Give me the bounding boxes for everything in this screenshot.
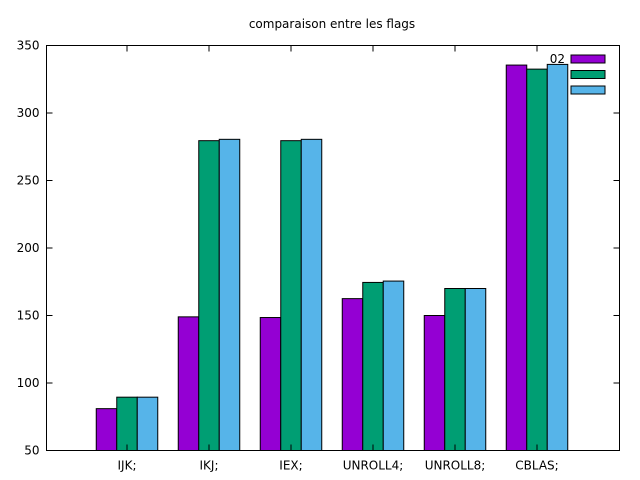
x-tick-label: UNROLL8; (425, 459, 486, 473)
legend-swatch-series-3 (570, 85, 606, 95)
x-tick-label: IKJ; (200, 459, 219, 473)
chart-title: comparaison entre les flags (249, 17, 415, 31)
y-tick-label: 250 (17, 174, 40, 188)
y-tick-label: 300 (17, 106, 40, 120)
bar-cblas-series-1 (505, 64, 528, 451)
y-tick-label: 350 (17, 39, 40, 53)
bar-unroll8-series-2 (444, 288, 466, 451)
bar-iex-series-3 (300, 138, 323, 451)
x-tick-label: IJK; (118, 459, 137, 473)
bar-unroll4-series-1 (341, 298, 364, 451)
bar-ijk-series-1 (95, 408, 118, 451)
legend-label-series-1: 02 (550, 52, 565, 66)
bar-ikj-series-1 (177, 316, 200, 451)
bar-ikj-series-3 (218, 138, 241, 451)
bar-ijk-series-2 (116, 396, 138, 451)
x-tick-label: CBLAS; (515, 459, 558, 473)
plot-frame (46, 45, 620, 451)
x-axis: IJK; IKJ; IEX; UNROLL4; UNROLL8; CBLAS; (118, 45, 559, 473)
bar-unroll4-series-2 (362, 281, 384, 451)
y-tick-label: 100 (17, 376, 40, 390)
x-tick-label: IEX; (279, 459, 302, 473)
bar-iex-series-1 (259, 317, 282, 451)
bar-unroll4-series-3 (382, 280, 405, 452)
legend-swatch-series-1 (570, 54, 606, 64)
y-tick-label: 50 (24, 444, 39, 458)
bar-ijk-series-3 (136, 396, 159, 451)
bar-unroll8-series-3 (464, 288, 487, 451)
y-tick-label: 150 (17, 309, 40, 323)
bar-cblas-series-3 (546, 63, 569, 452)
legend-swatch-series-2 (570, 70, 606, 79)
y-tick-label: 200 (17, 241, 40, 255)
x-tick-label: UNROLL4; (343, 459, 404, 473)
bars-group (95, 63, 569, 452)
legend: 02 (550, 52, 606, 95)
bar-ikj-series-2 (198, 140, 220, 452)
bar-unroll8-series-1 (423, 315, 446, 451)
bar-cblas-series-2 (526, 68, 548, 451)
bar-iex-series-2 (280, 140, 302, 452)
